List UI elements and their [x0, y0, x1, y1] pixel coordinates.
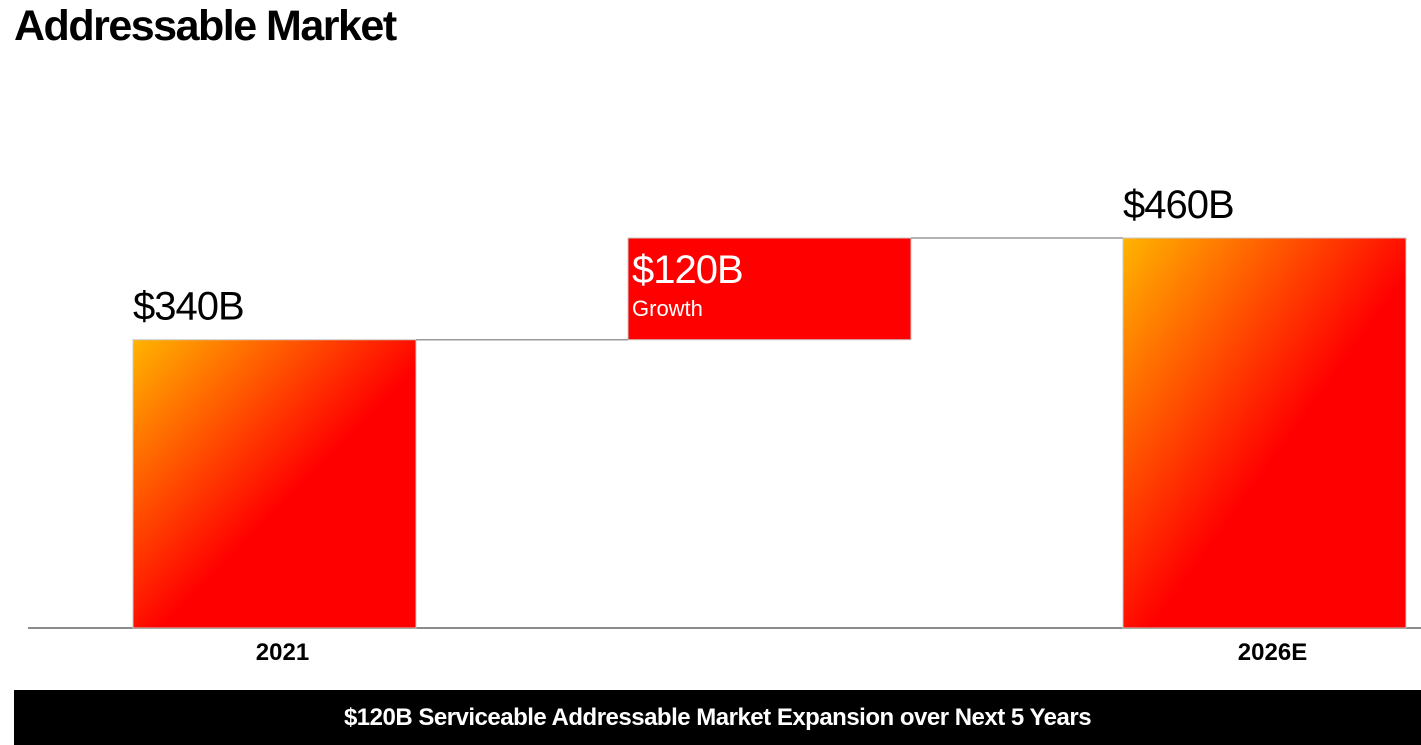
x-tick-label-2021: 2021	[256, 639, 309, 666]
bar-2021	[132, 339, 417, 629]
data-label-growth: $120B	[632, 248, 743, 292]
bar-2026e	[1122, 237, 1407, 629]
waterfall-chart: $340B 2021 $120B Growth $460B 2026E	[28, 183, 1421, 666]
data-sublabel-growth: Growth	[632, 296, 703, 321]
page-title: Addressable Market	[14, 2, 397, 50]
data-label-2021: $340B	[133, 285, 244, 329]
bar-growth	[627, 237, 912, 341]
footer-banner: $120B Serviceable Addressable Market Exp…	[14, 690, 1421, 745]
data-label-2026e: $460B	[1123, 183, 1234, 227]
chart-marks: $340B 2021 $120B Growth $460B 2026E	[28, 183, 1421, 666]
x-tick-label-2026e: 2026E	[1238, 639, 1307, 666]
